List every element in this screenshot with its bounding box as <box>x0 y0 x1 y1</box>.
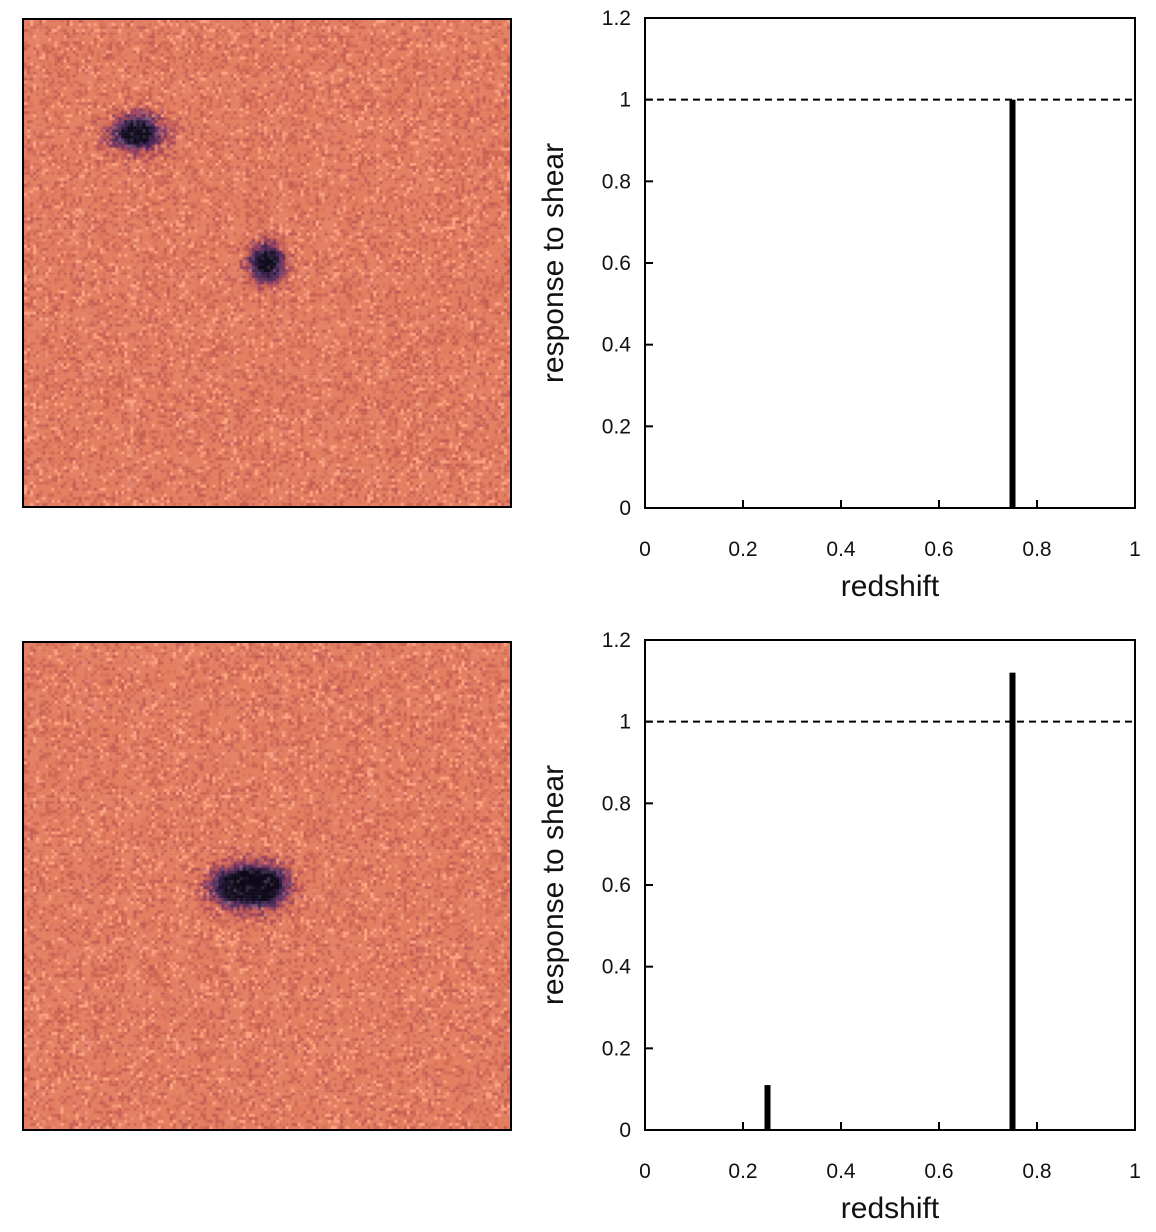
x-tick-label: 0.6 <box>924 1160 953 1183</box>
y-tick-label: 0.4 <box>602 334 632 357</box>
y-axis-title: response to shear <box>537 143 570 383</box>
x-axis-title: redshift <box>841 1192 940 1225</box>
response-chart-top: 0 0.2 0.4 0.6 0.8 1 1.2 0 0.2 0.4 0.6 0.8 1 redshift r… <box>530 0 1150 610</box>
galaxy-image-top <box>22 18 512 508</box>
x-tick-label: 1 <box>1129 538 1141 561</box>
x-tick-label: 1 <box>1129 1160 1141 1183</box>
x-tick-label: 0.6 <box>924 538 953 561</box>
response-chart-bottom: 0 0.2 0.4 0.6 0.8 1 1.2 0 0.2 0.4 0.6 0.8 1 redshift r… <box>530 622 1150 1232</box>
y-tick-label: 0.6 <box>602 874 631 897</box>
y-tick-label: 1.2 <box>602 7 631 30</box>
y-tick-label: 0.8 <box>602 170 631 193</box>
galaxy-image-bottom-canvas <box>24 643 510 1129</box>
plot-frame <box>644 17 1136 509</box>
y-tick-label: 0.4 <box>602 956 632 979</box>
x-tick-label: 0 <box>639 538 651 561</box>
bar <box>764 1085 771 1130</box>
y-tick-label: 0.2 <box>602 415 631 438</box>
y-tick-label: 1 <box>619 89 631 112</box>
x-tick-label: 0.4 <box>826 538 856 561</box>
y-tick-label: 0.2 <box>602 1037 631 1060</box>
x-tick-label: 0.8 <box>1022 1160 1051 1183</box>
y-tick-label: 0 <box>619 497 631 520</box>
x-tick-label: 0 <box>639 1160 651 1183</box>
y-tick-label: 0.8 <box>602 792 631 815</box>
bar <box>1009 99 1016 509</box>
y-tick-label: 1 <box>619 711 631 734</box>
y-tick-label: 0 <box>619 1119 631 1142</box>
x-tick-label: 0.2 <box>728 1160 757 1183</box>
x-tick-label: 0.4 <box>826 1160 856 1183</box>
plot-frame <box>644 639 1136 1131</box>
x-axis-title: redshift <box>841 570 940 603</box>
response-chart-bottom-svg: 0 0.2 0.4 0.6 0.8 1 1.2 0 0.2 0.4 0.6 0.8 1 redshift r… <box>537 629 1141 1225</box>
galaxy-image-top-canvas <box>24 20 510 506</box>
galaxy-image-bottom <box>22 641 512 1131</box>
x-tick-label: 0.2 <box>728 538 757 561</box>
y-tick-label: 0.6 <box>602 252 631 275</box>
response-chart-top-svg: 0 0.2 0.4 0.6 0.8 1 1.2 0 0.2 0.4 0.6 0.8 1 redshift r… <box>537 7 1141 603</box>
x-tick-label: 0.8 <box>1022 538 1051 561</box>
bar <box>1009 672 1016 1130</box>
y-tick-label: 1.2 <box>602 629 631 652</box>
y-axis-title: response to shear <box>537 765 570 1005</box>
